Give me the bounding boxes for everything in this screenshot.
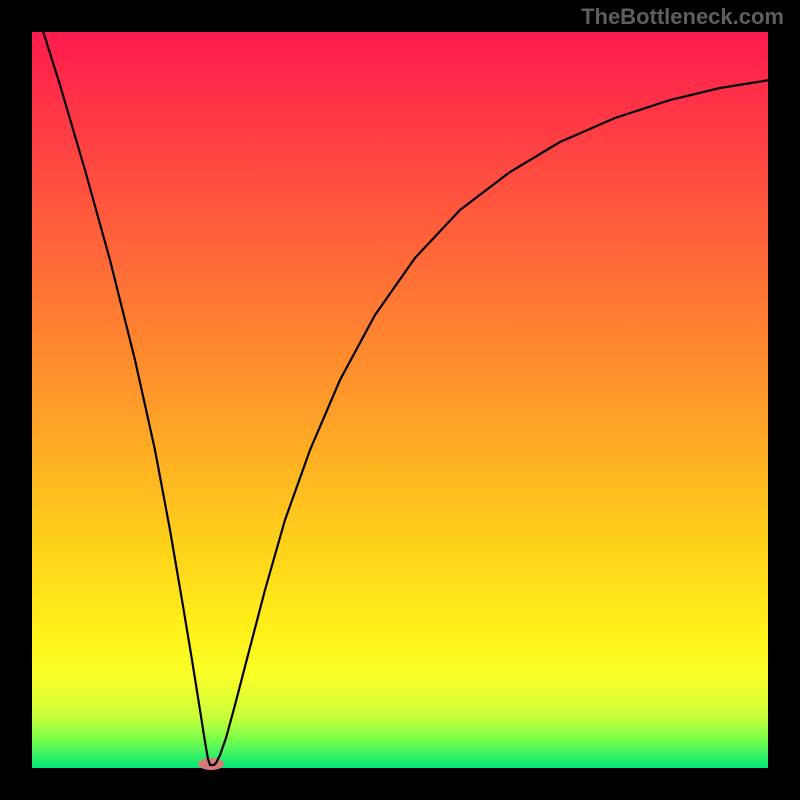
curve-line: [32, 32, 768, 768]
watermark-text: TheBottleneck.com: [581, 4, 784, 30]
plot-area: [32, 32, 768, 768]
chart-frame: TheBottleneck.com: [0, 0, 800, 800]
